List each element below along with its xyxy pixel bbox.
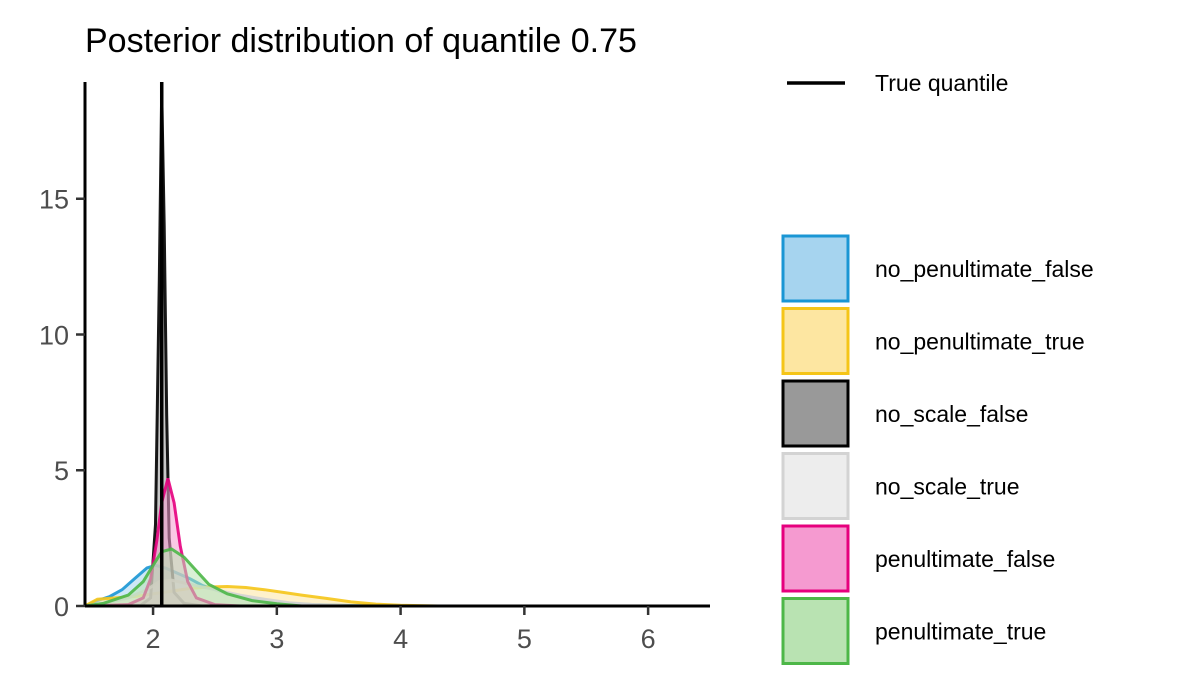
density-line-penultimate_true [84, 547, 302, 608]
y-tick-label: 15 [39, 185, 69, 215]
legend-label-no_penultimate_true: no_penultimate_true [875, 329, 1085, 355]
y-tick-label: 0 [54, 592, 69, 622]
x-tick-label: 4 [393, 624, 408, 654]
legend-label-no_scale_true: no_scale_true [875, 474, 1020, 500]
legend-label-no_scale_false: no_scale_false [875, 401, 1028, 427]
legend-key-penultimate_false [781, 524, 850, 593]
legend-key-no_penultimate_true [781, 307, 850, 375]
y-tick-label: 10 [39, 320, 69, 350]
legend-label-penultimate_true: penultimate_true [875, 619, 1046, 645]
x-tick-label: 5 [517, 624, 532, 654]
density-area-no_scale_false [85, 90, 203, 607]
legend-label-no_penultimate_false: no_penultimate_false [875, 256, 1094, 282]
x-tick-label: 2 [146, 624, 161, 654]
y-tick-label: 5 [54, 456, 69, 486]
x-tick-label: 3 [269, 624, 284, 654]
legend-key-no_scale_true [781, 452, 850, 520]
legend-key-no_penultimate_false [781, 234, 850, 303]
density-line-no_scale_false [84, 90, 203, 608]
x-tick-label: 6 [641, 624, 656, 654]
axes: 2 3 4 5 6 0 5 10 15 [39, 82, 710, 654]
chart-title: Posterior distribution of quantile 0.75 [85, 22, 637, 60]
legend: True quantile no_penultimate_false no_penu… [781, 70, 1094, 665]
legend-true-quantile-label: True quantile [875, 70, 1008, 96]
legend-label-penultimate_false: penultimate_false [875, 546, 1055, 572]
density-area-penultimate_true [85, 549, 302, 606]
legend-key-no_scale_false [781, 379, 850, 448]
plot-area [84, 82, 438, 608]
legend-key-penultimate_true [781, 597, 850, 665]
